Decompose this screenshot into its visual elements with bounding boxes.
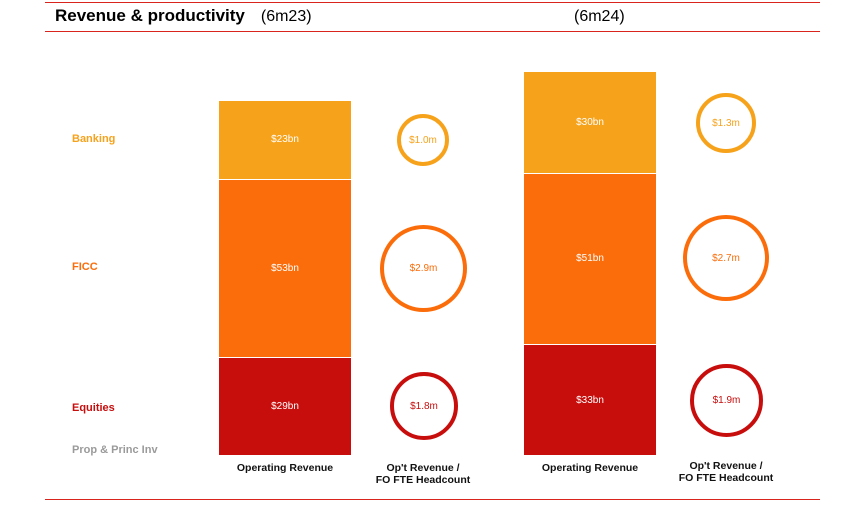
bar-segment-banking: $23bn [219,101,351,179]
xlabel-operating-revenue-6m24: Operating Revenue [541,462,639,474]
per-head-circle-banking-6m23: $1.0m [397,114,449,166]
segment-label-equities: Equities [72,402,115,414]
segment-label-ficc: FICC [72,261,98,273]
bar-operating-revenue-6m23: $23bn $53bn $29bn [219,101,351,455]
segment-label-banking: Banking [72,133,116,145]
header-rule [45,31,820,32]
bar-segment-equities: $29bn [219,357,351,455]
period-label-left: (6m23) [260,8,312,25]
per-head-circle-equities-6m23: $1.8m [390,372,458,440]
per-head-circle-ficc-6m24: $2.7m [683,215,769,301]
per-head-circle-banking-6m24: $1.3m [696,93,756,153]
per-head-circle-ficc-6m23: $2.9m [380,225,467,312]
bar-segment-banking: $30bn [524,72,656,173]
title-block: Revenue & productivity (6m23) [55,6,312,30]
period-label-right: (6m24) [574,8,625,25]
chart-title: Revenue & productivity [55,6,245,25]
segment-label-prop: Prop & Princ Inv [72,444,158,456]
top-rule [45,2,820,3]
bottom-rule [45,499,820,500]
bar-segment-ficc: $53bn [219,178,351,358]
xlabel-per-head-6m23: Op't Revenue / FO FTE Headcount [375,462,471,486]
xlabel-operating-revenue-6m23: Operating Revenue [236,462,334,474]
bar-operating-revenue-6m24: $30bn $51bn $33bn [524,72,656,455]
per-head-circle-equities-6m24: $1.9m [690,364,763,437]
xlabel-per-head-6m24: Op't Revenue / FO FTE Headcount [678,460,774,484]
bar-segment-ficc: $51bn [524,172,656,345]
bar-segment-equities: $33bn [524,344,656,455]
